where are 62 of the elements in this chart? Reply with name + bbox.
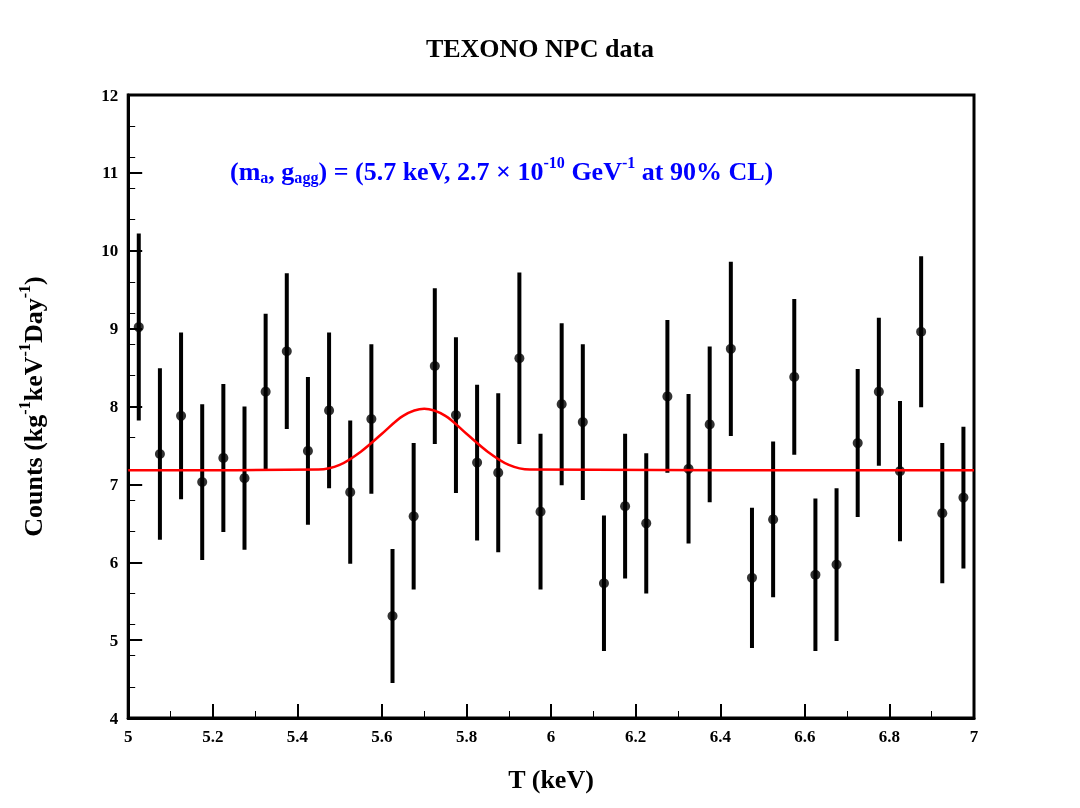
point [577,417,588,428]
y-axis-title: Counts (kg-1keV-1Day-1) [15,276,48,537]
x-tick-label: 6.8 [878,727,901,746]
y-tick-label: 9 [109,319,119,339]
point [958,492,969,503]
point [810,569,821,580]
point [937,508,948,519]
y-tick-label: 5 [109,630,119,650]
line-series [126,407,976,472]
point [154,449,165,459]
y-tick-label: 6 [109,552,119,572]
x-tick-label: 6.6 [794,727,816,746]
point [302,445,313,456]
point [493,467,504,478]
x-tick-label: 5.2 [202,727,224,746]
y-tick-label: 7 [109,474,119,494]
y-tick-label: 12 [101,85,119,105]
point [746,572,757,583]
point [598,578,609,589]
point [768,514,779,525]
x-tick-label: 5.6 [371,727,393,746]
point [133,322,144,333]
x-tick-label: 6.2 [625,727,647,746]
point [239,473,250,484]
point [429,361,440,371]
x-tick-label: 5.4 [286,727,309,746]
x-tick-label: 6 [546,727,556,746]
y-tick-label: 11 [102,163,119,183]
point [535,506,546,517]
y-tick-label: 10 [101,241,119,261]
y-tick-label: 4 [109,708,119,728]
point [704,419,715,430]
point [831,559,842,570]
point [472,457,483,468]
point [852,438,863,449]
point [641,518,652,529]
x-tick-label: 5.8 [455,727,478,746]
point [408,511,419,522]
chart-title: TEXONO NPC data [425,33,655,63]
x-tick-label: 5 [123,727,133,746]
x-tick-label: 7 [969,727,979,746]
point [324,405,335,416]
x-tick-label: 6.4 [709,727,732,746]
point [556,399,567,410]
point [176,410,187,421]
y-tick-label: 8 [109,397,119,416]
point [197,477,208,488]
point [281,346,292,357]
point [450,410,461,421]
x-axis-title: T (keV) [508,764,594,794]
point [387,610,398,621]
point [916,326,927,337]
point [725,343,736,354]
point [662,391,673,402]
point [873,386,884,397]
point [366,413,377,424]
point [218,452,229,463]
point [260,386,271,397]
point [789,371,800,382]
point [345,487,356,498]
point [514,353,525,364]
point [620,501,631,512]
